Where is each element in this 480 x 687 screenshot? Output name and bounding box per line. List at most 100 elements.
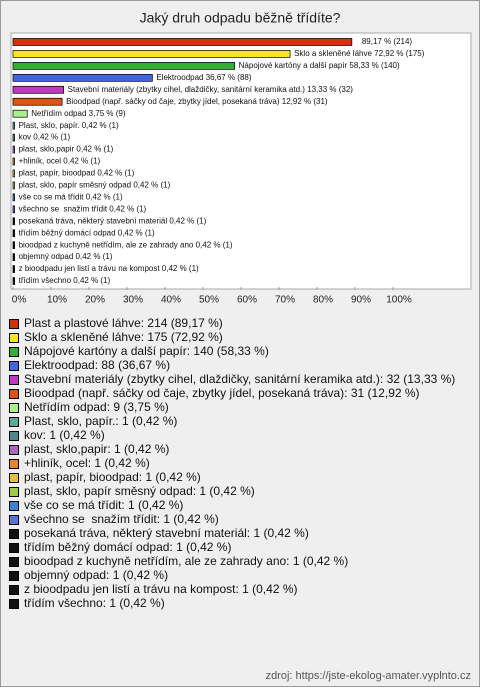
bar-label: plast, sklo,papir 0,42 % (1)	[19, 145, 114, 154]
bar-label: třídím běžný domácí odpad 0,42 % (1)	[19, 228, 155, 237]
x-tick-label: 10%	[47, 295, 67, 306]
legend-label: +hliník, ocel: 1 (0,42 %)	[24, 456, 150, 470]
legend-swatch	[9, 389, 19, 399]
bar	[12, 217, 15, 226]
legend-swatch	[9, 375, 19, 385]
x-tick-label: 20%	[85, 295, 105, 306]
legend-label: Bioodpad (např. sáčky od čaje, zbytky jí…	[24, 386, 420, 400]
bar	[12, 181, 15, 190]
legend-swatch	[9, 515, 19, 525]
bar-label: 89,17 % (214)	[362, 37, 413, 46]
x-tick-label: 90%	[351, 295, 371, 306]
legend-label: kov: 1 (0,42 %)	[24, 428, 105, 442]
legend-label: plast, sklo, papír směsný odpad: 1 (0,42…	[24, 484, 255, 498]
legend-label: Nápojové kartóny a další papír: 140 (58,…	[24, 344, 269, 358]
legend-label: objemný odpad: 1 (0,42 %)	[24, 568, 169, 582]
bar-label: Stavební materiály (zbytky cihel, dlaždi…	[68, 85, 354, 94]
bar	[12, 50, 291, 58]
bar-label: plast, papír, bioodpad 0,42 % (1)	[19, 169, 135, 178]
legend-label: Plast a plastové láhve: 214 (89,17 %)	[24, 316, 223, 330]
bar-label: Sklo a skleněné láhve 72,92 % (175)	[294, 49, 425, 58]
legend-swatch	[9, 417, 19, 427]
legend-item: Sklo a skleněné láhve: 175 (72,92 %)	[9, 330, 471, 344]
legend-item: bioodpad z kuchyně netřídím, ale ze zahr…	[9, 554, 471, 568]
legend-label: posekaná tráva, některý stavební materiá…	[24, 526, 309, 540]
legend-item: Stavební materiály (zbytky cihel, dlaždi…	[9, 372, 471, 386]
bar-label: Netřídím odpad 3,75 % (9)	[31, 109, 126, 118]
bar-label: Bioodpad (např. sáčky od čaje, zbytky jí…	[66, 97, 328, 106]
chart: Jaký druh odpadu běžně třídíte? 0% 10% 20%…	[10, 10, 472, 306]
legend-label: třídím všechno: 1 (0,42 %)	[24, 596, 165, 610]
legend-swatch	[9, 361, 19, 371]
legend-item: třídím všechno: 1 (0,42 %)	[9, 596, 471, 610]
bar	[12, 277, 15, 285]
legend-item: plast, sklo, papír směsný odpad: 1 (0,42…	[9, 484, 471, 498]
bar-label: Plast, sklo, papír. 0,42 % (1)	[19, 121, 119, 130]
legend-label: Elektroodpad: 88 (36,67 %)	[24, 358, 171, 372]
bar-label: všechno se snažím třídit 0,42 % (1)	[19, 204, 147, 213]
bar-label: +hliník, ocel 0,42 % (1)	[19, 157, 101, 166]
bar	[12, 73, 153, 82]
bar	[12, 229, 15, 238]
bar	[12, 121, 15, 130]
x-tick-label: 0%	[12, 295, 27, 306]
bar-label: bioodpad z kuchyně netřídím, ale ze zahr…	[19, 240, 233, 249]
legend-swatch	[9, 585, 19, 595]
legend-swatch	[9, 445, 19, 455]
bar	[12, 241, 15, 250]
legend-swatch	[9, 543, 19, 553]
legend-label: plast, sklo,papir: 1 (0,42 %)	[24, 442, 170, 456]
bar	[12, 157, 15, 166]
bar-label: plast, sklo, papír směsný odpad 0,42 % (…	[19, 181, 171, 190]
legend-label: Stavební materiály (zbytky cihel, dlaždi…	[24, 372, 456, 386]
legend-item: vše co se má třídit: 1 (0,42 %)	[9, 498, 471, 512]
legend-item: třídím běžný domácí odpad: 1 (0,42 %)	[9, 540, 471, 554]
legend-swatch	[9, 459, 19, 469]
legend-swatch	[9, 333, 19, 343]
bar-label: Elektroodpad 36,67 % (88)	[156, 73, 252, 82]
bar-label: třídím všechno 0,42 % (1)	[19, 276, 111, 285]
legend-label: Sklo a skleněné láhve: 175 (72,92 %)	[24, 330, 223, 344]
legend-item: Nápojové kartóny a další papír: 140 (58,…	[9, 344, 471, 358]
legend-label: všechno se snažím třídit: 1 (0,42 %)	[24, 512, 219, 526]
legend-item: Elektroodpad: 88 (36,67 %)	[9, 358, 471, 372]
bar	[12, 169, 15, 178]
legend-item: plast, sklo,papir: 1 (0,42 %)	[9, 442, 471, 456]
x-tick-label: 50%	[199, 295, 219, 306]
x-tick-label: 40%	[161, 295, 181, 306]
legend-swatch	[9, 529, 19, 539]
x-tick-label: 100%	[386, 295, 412, 306]
legend-item: objemný odpad: 1 (0,42 %)	[9, 568, 471, 582]
bar	[12, 145, 15, 154]
source: zdroj: https://jste-ekolog-amater.vyplnt…	[265, 670, 471, 682]
bar-label: posekaná tráva, některý stavební materiá…	[19, 216, 207, 225]
bar	[12, 97, 63, 106]
x-tick-label: 30%	[123, 295, 143, 306]
bar-label: kov 0,42 % (1)	[19, 133, 71, 142]
bar	[12, 38, 353, 46]
legend-item: Bioodpad (např. sáčky od čaje, zbytky jí…	[9, 386, 471, 400]
x-tick-label: 80%	[313, 295, 333, 306]
legend-swatch	[9, 347, 19, 357]
bar	[12, 193, 15, 202]
legend-item: z bioodpadu jen listí a trávu na kompost…	[9, 582, 471, 596]
legend-swatch	[9, 473, 19, 483]
legend-swatch	[9, 599, 19, 609]
bar	[12, 133, 15, 142]
legend-label: třídím běžný domácí odpad: 1 (0,42 %)	[24, 540, 232, 554]
x-tick-label: 70%	[275, 295, 295, 306]
legend-swatch	[9, 501, 19, 511]
legend-swatch	[9, 557, 19, 567]
bar-label: z bioodpadu jen listí a trávu na kompost…	[19, 264, 199, 273]
legend-item: všechno se snažím třídit: 1 (0,42 %)	[9, 512, 471, 526]
legend-swatch	[9, 403, 19, 413]
legend-label: Netřídím odpad: 9 (3,75 %)	[24, 400, 169, 414]
legend-item: Netřídím odpad: 9 (3,75 %)	[9, 400, 471, 414]
legend-item: Plast, sklo, papír.: 1 (0,42 %)	[9, 414, 471, 428]
legend-item: Plast a plastové láhve: 214 (89,17 %)	[9, 316, 471, 330]
legend-item: plast, papír, bioodpad: 1 (0,42 %)	[9, 470, 471, 484]
legend-swatch	[9, 487, 19, 497]
chart-title: Jaký druh odpadu běžně třídíte?	[140, 10, 341, 26]
bar	[12, 265, 15, 273]
